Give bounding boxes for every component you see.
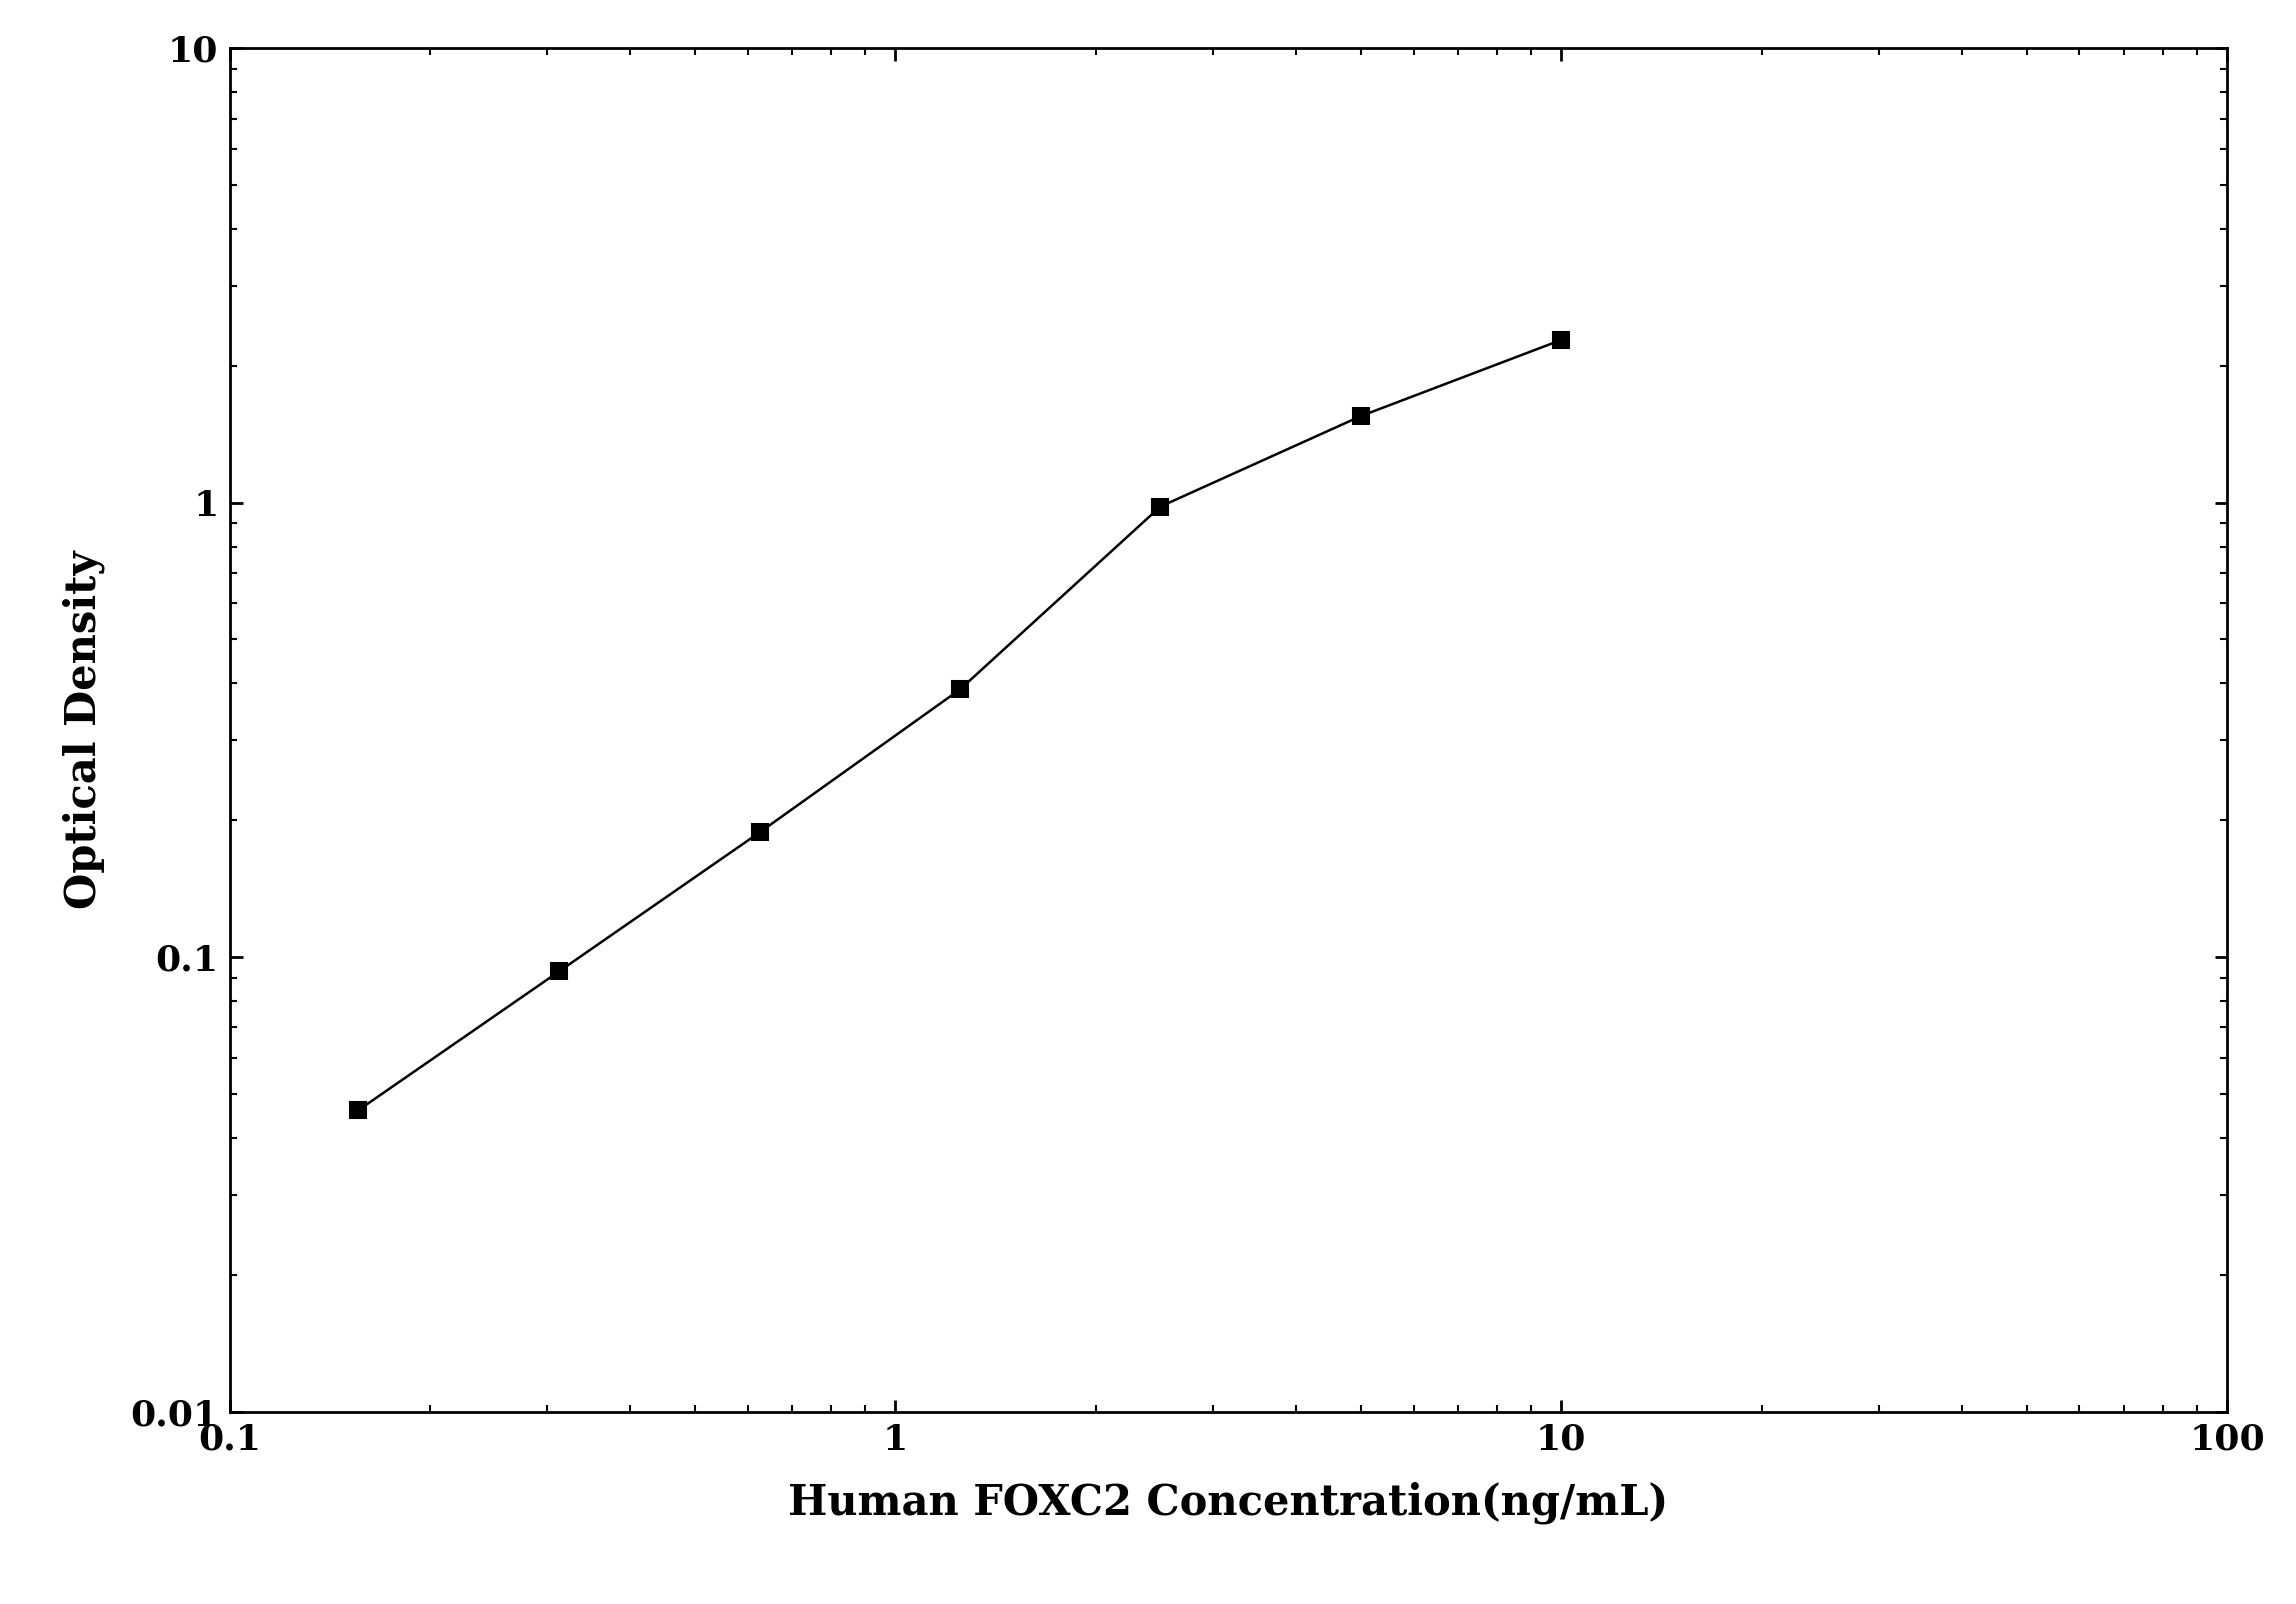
Y-axis label: Optical Density: Optical Density (62, 550, 106, 909)
X-axis label: Human FOXC2 Concentration(ng/mL): Human FOXC2 Concentration(ng/mL) (788, 1482, 1669, 1524)
